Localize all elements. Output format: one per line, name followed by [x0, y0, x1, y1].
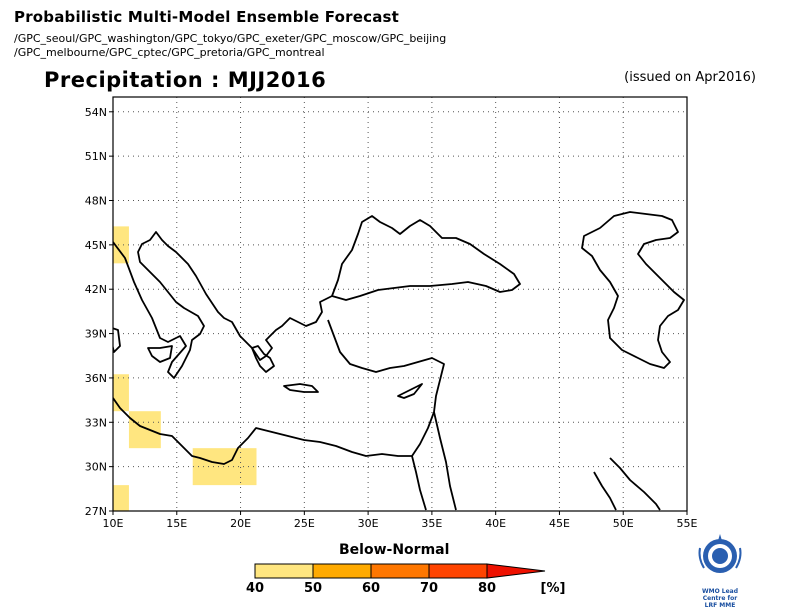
map-ticks	[109, 111, 688, 515]
forecast-cell	[192, 448, 257, 486]
lat-label: 54N	[85, 106, 107, 119]
longitude-labels: 10E 15E 20E 25E 30E 35E 40E 45E 50E 55E	[103, 517, 698, 530]
colorbar-label: 70	[420, 581, 438, 596]
colorbar-title: Below-Normal	[339, 542, 450, 558]
lat-label: 27N	[85, 505, 107, 518]
lon-label: 55E	[677, 517, 698, 530]
lat-label: 51N	[85, 150, 107, 163]
lon-label: 35E	[421, 517, 442, 530]
colorbar-segment	[254, 563, 314, 579]
lon-label: 50E	[613, 517, 634, 530]
wmo-emblem-icon	[698, 534, 742, 573]
colorbar-segment	[370, 563, 430, 579]
lat-label: 36N	[85, 372, 107, 385]
lon-label: 20E	[230, 517, 251, 530]
issued-date: (issued on Apr2016)	[624, 70, 756, 85]
lat-label: 33N	[85, 416, 107, 429]
lon-label: 25E	[294, 517, 315, 530]
forecast-cell	[128, 411, 161, 449]
lat-label: 45N	[85, 239, 107, 252]
lon-label: 15E	[166, 517, 187, 530]
lat-label: 42N	[85, 283, 107, 296]
colorbar-label: 40	[246, 581, 264, 596]
colorbar-labels: 40 50 60 70 80 [%]	[246, 581, 566, 596]
lat-label: 39N	[85, 328, 107, 341]
gpc-sources-line1: /GPC_seoul/GPC_washington/GPC_tokyo/GPC_…	[14, 32, 447, 45]
latitude-labels: 54N 51N 48N 45N 42N 39N 36N 33N 30N 27N	[85, 106, 107, 518]
lat-label: 30N	[85, 461, 107, 474]
forecast-cell	[113, 374, 129, 412]
colorbar	[254, 563, 546, 579]
forecast-cells	[113, 226, 257, 511]
lat-label: 48N	[85, 195, 107, 208]
wmo-logo: WMO Lead Centre for LRF MME	[690, 530, 750, 609]
colorbar-label: 50	[304, 581, 322, 596]
forecast-cell	[113, 485, 129, 511]
colorbar-segment	[428, 563, 488, 579]
gpc-sources-line2: /GPC_melbourne/GPC_cptec/GPC_pretoria/GP…	[14, 46, 325, 59]
colorbar-segment	[312, 563, 372, 579]
colorbar-arrow	[486, 563, 546, 579]
logo-line1: WMO Lead Centre for	[701, 588, 738, 602]
logo-line2: LRF MME	[704, 602, 736, 609]
main-title: Probabilistic Multi-Model Ensemble Forec…	[14, 8, 400, 26]
forecast-cell	[113, 226, 129, 264]
map-title: Precipitation : MJJ2016	[44, 68, 327, 92]
coastlines	[113, 211, 685, 511]
lon-label: 45E	[549, 517, 570, 530]
colorbar-unit: [%]	[541, 581, 566, 596]
lon-label: 10E	[103, 517, 124, 530]
lon-label: 30E	[358, 517, 379, 530]
colorbar-label: 60	[362, 581, 380, 596]
colorbar-label: 80	[478, 581, 496, 596]
lon-label: 40E	[485, 517, 506, 530]
